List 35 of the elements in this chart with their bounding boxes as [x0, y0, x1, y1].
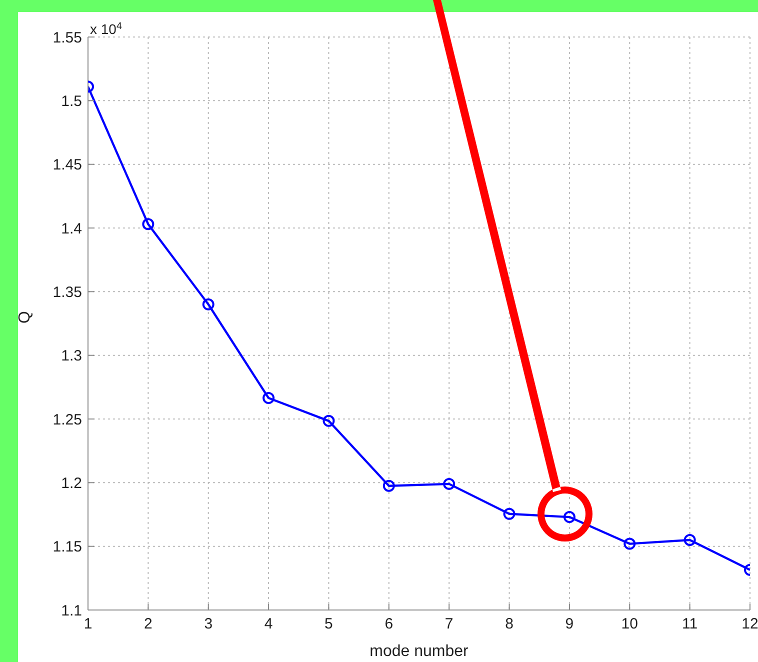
x-tick-label: 11 — [682, 616, 698, 633]
x-tick-label: 3 — [204, 616, 213, 633]
x-tick-label: 2 — [144, 616, 152, 633]
x-tick-label: 8 — [505, 616, 514, 633]
point — [624, 538, 636, 550]
x-axis-title: mode number — [370, 643, 470, 660]
point — [382, 480, 395, 492]
x-tick-label: 7 — [444, 616, 454, 633]
point — [322, 414, 335, 427]
x-tick-label: 6 — [384, 616, 394, 633]
point — [443, 478, 456, 490]
y-tick-label: 1.2 — [61, 474, 82, 492]
annotation: x 10$^{4}$ — [90, 20, 122, 37]
point — [262, 392, 275, 404]
point — [202, 298, 214, 310]
x-tick-label: 9 — [565, 616, 574, 633]
y-tick-label: 1.25 — [52, 411, 82, 428]
point — [503, 508, 516, 520]
x-tick-label: 5 — [324, 616, 333, 633]
point — [142, 218, 154, 230]
y-tick-label: 1.3 — [61, 348, 82, 365]
x-tick-label: 1 — [84, 616, 92, 633]
y-tick-label: 1.5 — [61, 92, 82, 110]
y-tick-label: 1.35 — [52, 284, 82, 301]
y-axis-title: Q — [16, 311, 34, 324]
y-tick-label: 1.15 — [52, 538, 82, 556]
y-tick-label: 1.4 — [61, 220, 82, 238]
y-tick-label: 1.55 — [52, 29, 82, 46]
y-tick-label: 1.45 — [52, 156, 82, 174]
point — [563, 511, 576, 524]
x-tick-label: 12 — [742, 616, 758, 633]
x-tick-label: 4 — [264, 616, 273, 633]
y-tick-label: 1.1 — [61, 602, 82, 620]
x-tick-label: 10 — [621, 616, 638, 633]
point — [684, 534, 696, 546]
